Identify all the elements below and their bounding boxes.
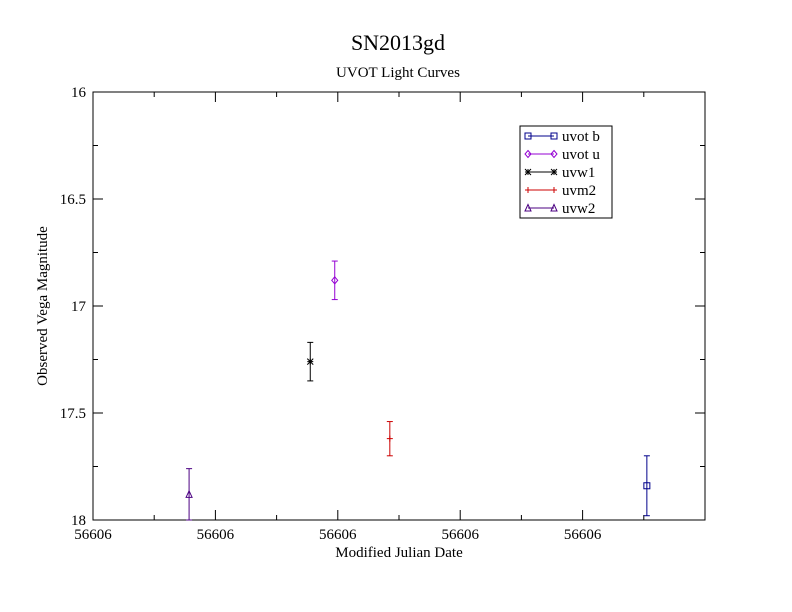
x-tick-label: 56606 (564, 527, 602, 543)
data-point-uvw2 (185, 468, 193, 521)
x-axis-label: Modified Julian Date (335, 545, 463, 561)
data-point-uvm2 (386, 421, 393, 457)
y-tick-label: 16 (71, 85, 87, 101)
legend-item: uvm2 (525, 183, 596, 199)
legend-item: uvw1 (524, 165, 595, 181)
legend-label: uvw2 (562, 201, 595, 217)
y-tick-label: 18 (71, 513, 86, 529)
legend-item: uvot b (524, 129, 600, 145)
plot-frame (92, 91, 706, 521)
point-marker (386, 435, 393, 442)
data-point-uvot-u (331, 260, 339, 301)
legend-item: uvot u (524, 147, 600, 163)
y-axis-label: Observed Vega Magnitude (35, 226, 51, 386)
point-marker (185, 489, 193, 498)
y-tick-label: 16.5 (60, 192, 86, 208)
point-marker (643, 482, 651, 490)
legend-marker-right (551, 187, 557, 193)
legend-label: uvot u (562, 147, 600, 163)
legend-label: uvw1 (562, 165, 595, 181)
legend-marker-left (524, 149, 532, 159)
legend-marker-left (524, 132, 532, 140)
legend-label: uvm2 (562, 183, 596, 199)
y-tick-label: 17 (71, 299, 87, 315)
legend-marker-right (550, 168, 558, 176)
x-tick-label: 56606 (74, 527, 112, 543)
data-point-uvot-b (643, 455, 651, 517)
legend-marker-right (550, 203, 558, 212)
legend: uvot b uvot u uvw1 uvm2 uvw2 (519, 125, 613, 219)
legend-marker-left (524, 168, 532, 176)
y-tick-label: 17.5 (60, 406, 86, 422)
legend-marker-left (525, 187, 531, 193)
x-tick-label: 56606 (441, 527, 479, 543)
point-marker (331, 276, 339, 285)
point-marker (306, 358, 314, 365)
chart-subtitle: UVOT Light Curves (336, 65, 460, 81)
legend-marker-right (550, 132, 558, 140)
legend-marker-left (524, 203, 532, 212)
legend-label: uvot b (562, 129, 600, 145)
x-tick-label: 56606 (197, 527, 235, 543)
data-point-uvw1 (306, 341, 314, 382)
chart-title: SN2013gd (351, 30, 445, 55)
legend-item: uvw2 (524, 201, 595, 217)
legend-marker-right (550, 149, 558, 159)
x-tick-label: 56606 (319, 527, 357, 543)
